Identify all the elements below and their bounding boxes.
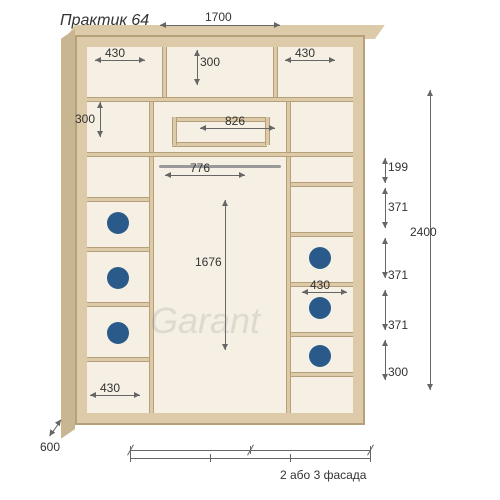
shelf (87, 357, 149, 362)
dim-top-center-h: 300 (200, 55, 220, 69)
accent-dot (309, 297, 331, 319)
accent-dot (107, 322, 129, 344)
dim-arrow (165, 175, 245, 176)
accent-dot (107, 212, 129, 234)
dim-row2-center-w: 826 (225, 114, 245, 128)
dim-hanger-w: 776 (190, 161, 210, 175)
watermark: Garant (150, 300, 260, 342)
dim-top-right-w: 430 (295, 46, 315, 60)
divider-v (273, 47, 278, 97)
dim-right-h2: 371 (388, 200, 408, 214)
dim-row2-h: 300 (75, 112, 95, 126)
dim-right-h1: 199 (388, 160, 408, 174)
dim-arrow (385, 340, 386, 380)
cabinet-3d-left (61, 29, 75, 439)
divider-v (149, 157, 154, 413)
divider-v (162, 47, 167, 97)
dim-center-h: 1676 (195, 255, 222, 269)
facade-tick (370, 454, 371, 462)
facade-tick (290, 454, 291, 462)
dim-height-total: 2400 (410, 225, 437, 239)
shelf (172, 142, 267, 147)
shelf (87, 197, 149, 202)
divider-v (149, 102, 154, 152)
shelf (87, 97, 353, 102)
dim-arrow (385, 238, 386, 278)
dim-arrow (197, 50, 198, 85)
accent-dot (309, 247, 331, 269)
dim-right-h4: 371 (388, 318, 408, 332)
shelf (172, 117, 267, 122)
shelf (87, 302, 149, 307)
divider-v (286, 102, 291, 152)
dim-width-total: 1700 (205, 10, 232, 24)
dim-top-shelf-w: 430 (105, 46, 125, 60)
dim-arrow (385, 188, 386, 228)
facade-line (130, 458, 370, 459)
dim-right-shelf-w: 430 (310, 278, 330, 292)
cabinet-interior (87, 47, 353, 413)
dim-arrow (200, 128, 275, 129)
divider-v (265, 117, 270, 145)
cabinet-diagram (75, 35, 365, 425)
divider-v (172, 117, 177, 145)
accent-dot (309, 345, 331, 367)
shelf (87, 247, 149, 252)
dim-bottom-shelf-w: 430 (100, 381, 120, 395)
shelf (291, 232, 353, 237)
dim-depth: 600 (40, 440, 60, 454)
facade-tick (130, 454, 131, 462)
dim-arrow (90, 395, 140, 396)
hanger-bar (159, 165, 281, 168)
dim-arrow (385, 290, 386, 330)
dim-arrow (430, 90, 431, 390)
dim-arrow (100, 102, 101, 137)
dim-arrow (302, 292, 347, 293)
dim-right-h3: 371 (388, 268, 408, 282)
dim-right-h5: 300 (388, 365, 408, 379)
facade-label: 2 або 3 фасада (280, 468, 366, 482)
shelf (291, 372, 353, 377)
shelf (87, 152, 353, 157)
dim-arrow (285, 60, 335, 61)
dim-arrow (160, 25, 280, 26)
dim-arrow (49, 420, 61, 437)
dim-arrow (385, 158, 386, 183)
facade-tick (210, 454, 211, 462)
accent-dot (107, 267, 129, 289)
shelf (291, 182, 353, 187)
dim-arrow (95, 60, 145, 61)
shelf (291, 332, 353, 337)
